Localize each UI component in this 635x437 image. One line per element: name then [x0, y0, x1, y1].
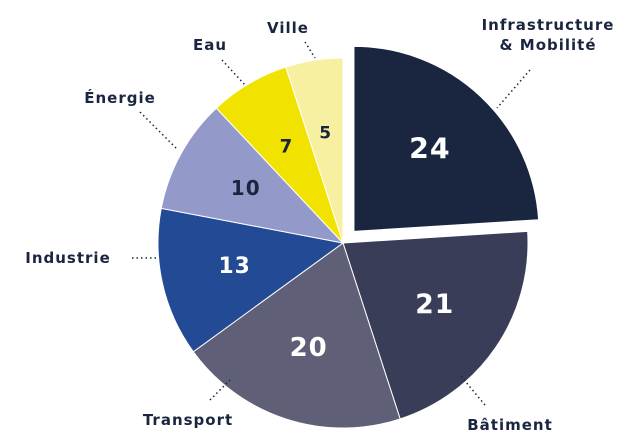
value-label: 13 — [219, 254, 251, 279]
pie-slice — [160, 107, 345, 244]
category-label: Énergie — [84, 89, 156, 107]
value-label: 24 — [409, 132, 451, 165]
leader-line — [139, 111, 179, 151]
leader-line — [304, 41, 316, 59]
category-label: Ville — [267, 19, 309, 37]
leader-line — [221, 59, 246, 86]
value-label: 7 — [280, 136, 294, 157]
category-label: Infrastructure & Mobilité — [481, 16, 615, 54]
pie-slice — [353, 45, 540, 232]
value-label: 21 — [415, 289, 454, 320]
category-label: Bâtiment — [467, 416, 553, 434]
category-label: Transport — [142, 411, 234, 429]
pie-slice — [157, 207, 345, 353]
leader-line — [209, 377, 233, 401]
value-label: 5 — [319, 123, 332, 143]
value-label: 20 — [290, 333, 328, 363]
category-label: Industrie — [25, 249, 111, 267]
pie-slice — [342, 230, 529, 420]
value-label: 10 — [231, 176, 261, 200]
category-label: Eau — [192, 36, 228, 54]
pie-slice — [192, 242, 401, 429]
leader-line — [496, 69, 531, 109]
leader-line — [459, 374, 486, 406]
pie-slice — [285, 57, 344, 244]
